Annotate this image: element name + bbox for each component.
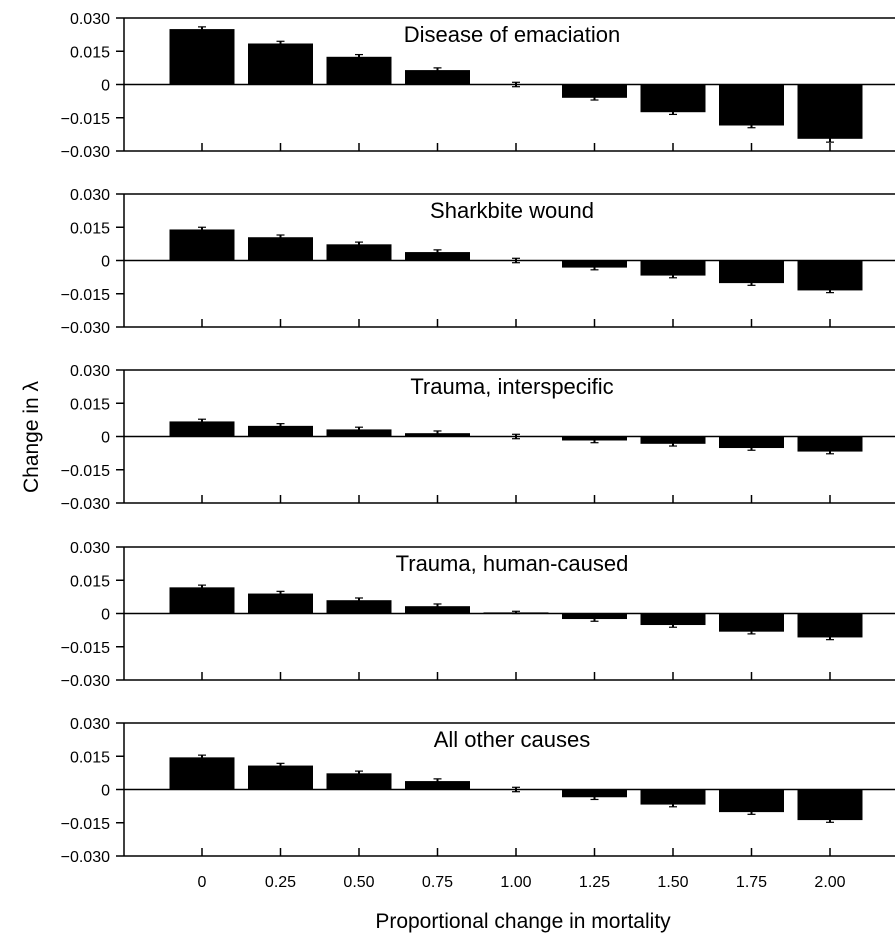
bar	[326, 244, 392, 261]
y-tick-label: −0.030	[61, 849, 110, 866]
panel-title: All other causes	[434, 727, 591, 752]
y-tick-label: 0.030	[70, 187, 110, 204]
y-tick-label: 0.015	[70, 573, 110, 590]
panel-title: Disease of emaciation	[404, 22, 620, 47]
bar	[797, 84, 863, 139]
y-tick-label: 0.015	[70, 749, 110, 766]
bar	[640, 436, 706, 444]
bar	[326, 429, 392, 437]
bar	[326, 56, 392, 85]
y-tick-label: 0	[101, 607, 110, 624]
bar	[248, 593, 313, 614]
y-tick-label: −0.030	[61, 144, 110, 161]
bar	[797, 260, 863, 291]
bar	[719, 789, 784, 813]
y-tick-label: 0	[101, 430, 110, 447]
y-tick-label: 0.030	[70, 716, 110, 733]
bar	[248, 765, 313, 790]
y-tick-label: −0.015	[61, 287, 110, 304]
y-tick-label: 0	[101, 254, 110, 271]
y-tick-label: 0	[101, 783, 110, 800]
bar	[719, 260, 784, 284]
bar	[169, 757, 235, 790]
x-tick-label: 0.75	[422, 874, 453, 891]
bar	[326, 773, 392, 790]
bar	[405, 252, 470, 261]
bar	[640, 260, 706, 276]
y-tick-label: 0.015	[70, 220, 110, 237]
bar	[719, 613, 784, 632]
x-axis-label: Proportional change in mortality	[375, 910, 671, 933]
y-tick-label: 0.030	[70, 540, 110, 557]
bar	[719, 84, 784, 126]
bar	[719, 436, 784, 449]
bar	[169, 229, 235, 261]
x-tick-label: 1.75	[736, 874, 767, 891]
bar	[248, 237, 313, 261]
bar	[562, 789, 627, 798]
y-tick-label: 0.030	[70, 11, 110, 28]
x-tick-label: 1.50	[657, 874, 688, 891]
x-tick-label: 0.25	[265, 874, 296, 891]
y-tick-label: −0.030	[61, 673, 110, 690]
y-tick-label: −0.030	[61, 320, 110, 337]
bar	[797, 789, 863, 821]
bar	[405, 781, 470, 790]
bar	[169, 29, 235, 85]
y-axis-label: Change in λ	[20, 380, 43, 493]
bar	[326, 600, 392, 614]
panel-title: Sharkbite wound	[430, 198, 594, 223]
y-tick-label: 0	[101, 78, 110, 95]
bar	[169, 421, 235, 437]
panel-title: Trauma, human-caused	[396, 551, 629, 576]
y-tick-label: −0.015	[61, 816, 110, 833]
y-tick-label: 0.015	[70, 44, 110, 61]
y-tick-label: 0.030	[70, 363, 110, 380]
y-tick-label: 0.015	[70, 396, 110, 413]
x-tick-label: 2.00	[814, 874, 845, 891]
bar	[169, 587, 235, 614]
bar	[248, 43, 313, 85]
y-tick-label: −0.015	[61, 640, 110, 657]
bar	[640, 613, 706, 626]
bar	[640, 789, 706, 805]
bar	[248, 425, 313, 437]
x-tick-label: 1.00	[500, 874, 531, 891]
panel-title: Trauma, interspecific	[410, 374, 613, 399]
bar	[405, 70, 470, 85]
bar	[797, 436, 863, 452]
bar	[405, 606, 470, 614]
bar	[640, 84, 706, 113]
x-tick-label: 0.50	[343, 874, 374, 891]
x-tick-label: 1.25	[579, 874, 610, 891]
bar	[562, 260, 627, 268]
bar	[797, 613, 863, 638]
y-tick-label: −0.030	[61, 496, 110, 513]
x-tick-label: 0	[198, 874, 207, 891]
bar	[562, 84, 627, 98]
y-tick-label: −0.015	[61, 463, 110, 480]
y-tick-label: −0.015	[61, 111, 110, 128]
